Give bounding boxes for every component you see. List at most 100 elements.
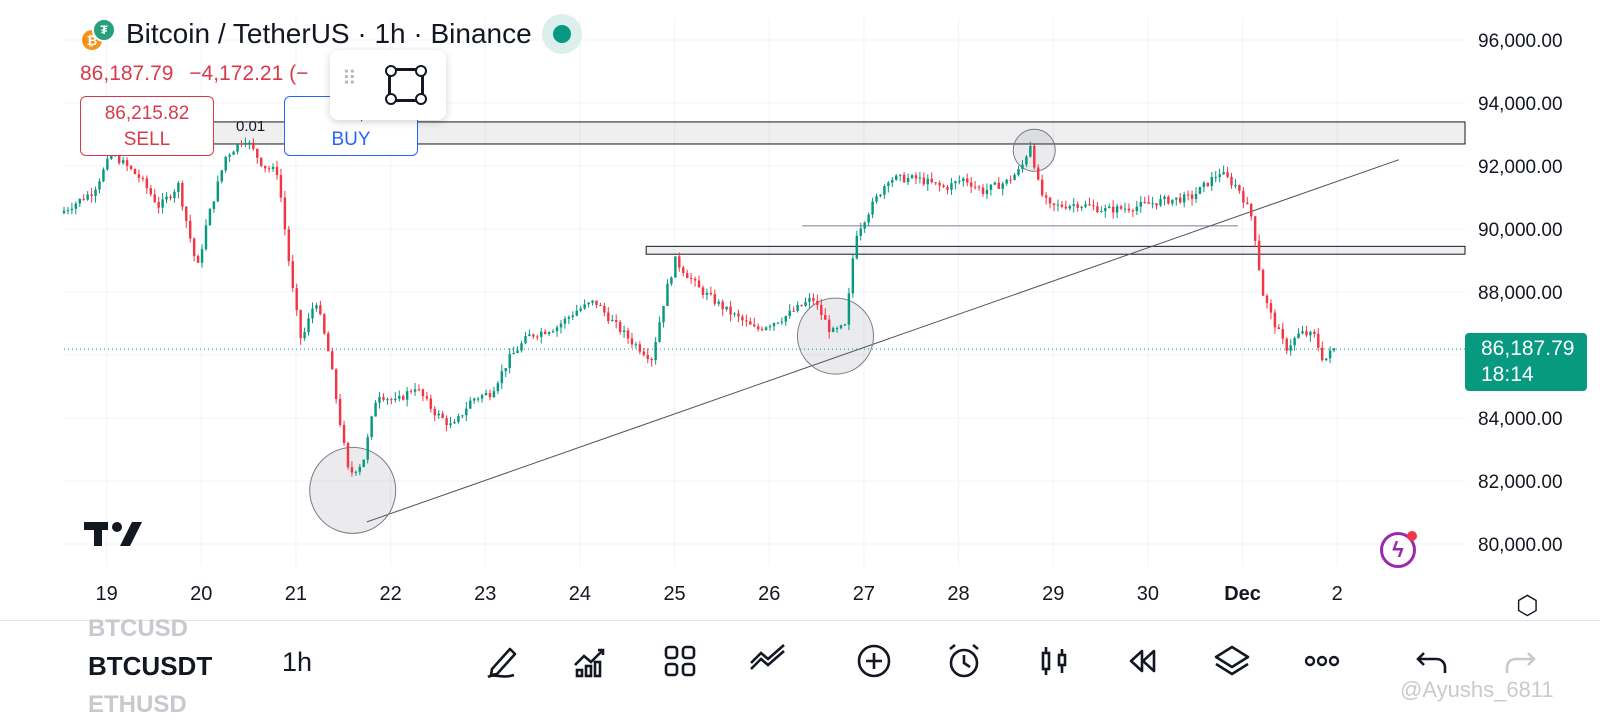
candle-body <box>808 298 811 302</box>
candle-body <box>508 354 511 369</box>
candle-body <box>540 331 543 337</box>
candles-icon[interactable] <box>1032 639 1076 683</box>
candle-body <box>346 442 350 468</box>
candle-body <box>1182 194 1186 203</box>
drawings-layer[interactable] <box>64 121 1466 534</box>
alert-icon[interactable] <box>942 639 986 683</box>
candle-body <box>579 308 582 311</box>
candle-body <box>969 182 973 187</box>
x-tick-label: 24 <box>569 583 591 605</box>
candle-body <box>338 398 342 425</box>
replay-icon[interactable] <box>1120 639 1164 683</box>
candle-body <box>129 165 133 169</box>
candle-body <box>800 304 803 306</box>
candle-body <box>433 408 436 416</box>
drag-handle-icon[interactable]: ⠿ <box>342 68 359 90</box>
candle-body <box>958 180 961 182</box>
x-tick-label: 21 <box>285 583 307 605</box>
candle-body <box>1277 327 1281 330</box>
candle-body <box>1139 202 1143 207</box>
candle-body <box>1111 206 1115 213</box>
candle-body <box>973 186 977 188</box>
candle-body <box>224 156 227 171</box>
candle-body <box>295 288 298 311</box>
candle-body <box>78 198 81 204</box>
chart-settings-icon[interactable]: ⬡ <box>1516 590 1539 620</box>
pencil-icon[interactable] <box>480 639 524 683</box>
candle-body <box>1155 203 1158 206</box>
candle-body <box>709 292 713 295</box>
x-tick-label: 2 <box>1332 583 1343 605</box>
candle-body <box>1044 195 1048 198</box>
indicators-icon[interactable] <box>568 639 612 683</box>
candle-body <box>1285 338 1288 351</box>
candle-body <box>1084 204 1087 207</box>
candle-body <box>701 287 705 295</box>
time-axis[interactable]: 19 20 21 22 23 24 25 26 27 28 29 30 Dec 2 <box>95 583 1342 605</box>
drawings-icon[interactable] <box>746 639 790 683</box>
sell-button[interactable]: 86,215.82 SELL <box>80 96 214 156</box>
layers-icon[interactable] <box>1210 639 1254 683</box>
symbol-option-next[interactable]: ETHUSD <box>88 691 187 718</box>
candle-body <box>1060 204 1064 207</box>
candle-body <box>571 315 575 318</box>
candle-body <box>429 398 433 409</box>
rectangle-tool-icon[interactable] <box>385 65 427 105</box>
candle-body <box>685 273 689 279</box>
watermark-text: @Ayushs_6811 <box>1400 677 1554 702</box>
candle-body <box>1119 206 1123 209</box>
candle-body <box>133 168 137 175</box>
candle-body <box>141 177 145 179</box>
candle-body <box>149 188 152 195</box>
candle-body <box>536 336 539 338</box>
candle-body <box>252 142 255 149</box>
x-tick-label: 20 <box>190 583 212 605</box>
candle-body <box>74 203 78 209</box>
candle-body <box>654 341 657 361</box>
candle-body <box>816 300 819 305</box>
candle-body <box>441 413 444 418</box>
candle-body <box>717 301 720 304</box>
drawing-toolbar[interactable]: ⠿ <box>330 50 446 120</box>
candle-body <box>488 393 492 398</box>
candle-body <box>1261 269 1265 296</box>
more-icon[interactable] <box>1300 639 1344 683</box>
candle-body <box>831 328 835 332</box>
candle-body <box>1253 216 1257 241</box>
y-tick-label: 88,000.00 <box>1478 283 1563 304</box>
candle-body <box>587 302 590 305</box>
lightning-icon[interactable]: ϟ <box>1380 531 1417 568</box>
candle-body <box>496 383 500 392</box>
redo-icon[interactable] <box>1498 639 1542 683</box>
add-icon[interactable] <box>852 639 896 683</box>
candle-body <box>1159 198 1162 206</box>
buy-label: BUY <box>331 129 371 150</box>
price-axis[interactable]: 96,000.00 94,000.00 92,000.00 90,000.00 88,0… <box>1478 31 1563 556</box>
candle-body <box>370 416 373 437</box>
chart-title[interactable]: Bitcoin / TetherUS · 1h · Binance <box>126 18 532 49</box>
candle-body <box>1265 295 1269 304</box>
candle-body <box>327 333 330 352</box>
symbol-selector[interactable]: BTCUSDT <box>88 651 213 681</box>
candle-body <box>70 208 74 211</box>
candle-body <box>1194 193 1198 199</box>
candle-body <box>1218 174 1221 178</box>
candle-body <box>910 175 914 178</box>
candle-body <box>1037 167 1040 180</box>
layouts-icon[interactable] <box>658 639 702 683</box>
candle-body <box>524 336 527 344</box>
candle-body <box>551 331 555 333</box>
candle-body <box>1313 331 1316 334</box>
candle-body <box>847 293 851 325</box>
market-open-status-icon[interactable] <box>541 14 582 54</box>
candle-body <box>259 157 263 166</box>
candle-body <box>315 305 318 309</box>
candle-body <box>851 258 855 294</box>
candle-body <box>756 326 760 329</box>
symbol-option-prev[interactable]: BTCUSD <box>88 615 188 642</box>
candle-body <box>1238 185 1241 191</box>
undo-icon[interactable] <box>1410 639 1454 683</box>
x-tick-label: 19 <box>95 583 117 605</box>
interval-selector[interactable]: 1h <box>282 647 313 677</box>
